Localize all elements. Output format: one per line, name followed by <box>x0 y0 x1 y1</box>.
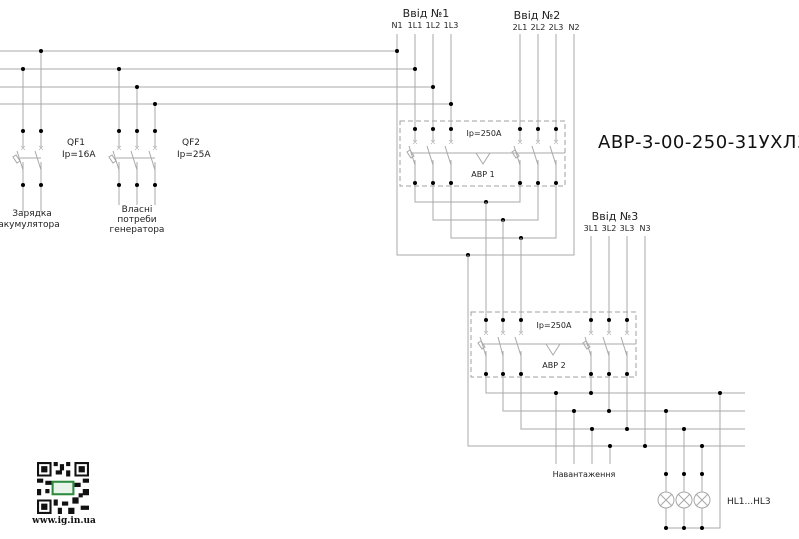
device-title: АВР-3-00-250-31УХЛ3 <box>598 132 799 153</box>
load-feeder <box>554 391 612 464</box>
qf2-load-line3: генератора <box>110 225 165 235</box>
terminal-3l3: 3L3 <box>620 224 635 233</box>
ats2-rating: Ip=250A <box>537 321 572 330</box>
terminal-2l1: 2L1 <box>513 23 528 32</box>
terminal-1l2: 1L2 <box>426 21 441 30</box>
ats2-label: АВР 2 <box>542 361 565 370</box>
terminal-2l2: 2L2 <box>531 23 546 32</box>
terminal-1l3: 1L3 <box>444 21 459 30</box>
lamp-icon <box>675 491 693 509</box>
qf1-label: QF1 <box>67 138 85 148</box>
qf2-label: QF2 <box>182 138 200 148</box>
lamp-icon <box>657 491 675 509</box>
ats1-label: АВР 1 <box>471 170 494 179</box>
qr-code <box>37 462 89 514</box>
ats1-rating: Ip=250A <box>467 129 502 138</box>
qf2-load-line2: потреби <box>117 215 156 225</box>
breaker-qf2 <box>108 67 158 205</box>
input1-label: Ввід №1 <box>403 7 450 20</box>
lamps-label: HL1...HL3 <box>727 497 771 507</box>
generator-bus <box>0 50 451 105</box>
input3-label: Ввід №3 <box>592 210 639 223</box>
website-link[interactable]: www.ig.in.ua <box>32 516 96 526</box>
terminal-2l3: 2L3 <box>549 23 564 32</box>
terminal-1l1: 1L1 <box>408 21 423 30</box>
indicator-lamps <box>657 391 722 530</box>
lamp-icon <box>693 491 711 509</box>
qf1-load-line2: акумулятора <box>0 220 60 230</box>
terminal-3l1: 3L1 <box>584 224 599 233</box>
terminal-n2: N2 <box>568 23 579 32</box>
ats2 <box>467 202 745 448</box>
load-label: Навантаження <box>553 470 616 479</box>
qf1-rating: Ip=16A <box>62 150 96 160</box>
qf2-rating: Ip=25A <box>177 150 211 160</box>
qf1-load-line1: Зарядка <box>12 209 52 219</box>
terminal-n3: N3 <box>639 224 650 233</box>
terminal-3l2: 3L2 <box>602 224 617 233</box>
ats1 <box>395 34 575 257</box>
breaker-qf1 <box>12 49 44 212</box>
qf2-load-line1: Власні <box>122 205 153 215</box>
input2-label: Ввід №2 <box>514 9 561 22</box>
terminal-n1: N1 <box>391 21 402 30</box>
